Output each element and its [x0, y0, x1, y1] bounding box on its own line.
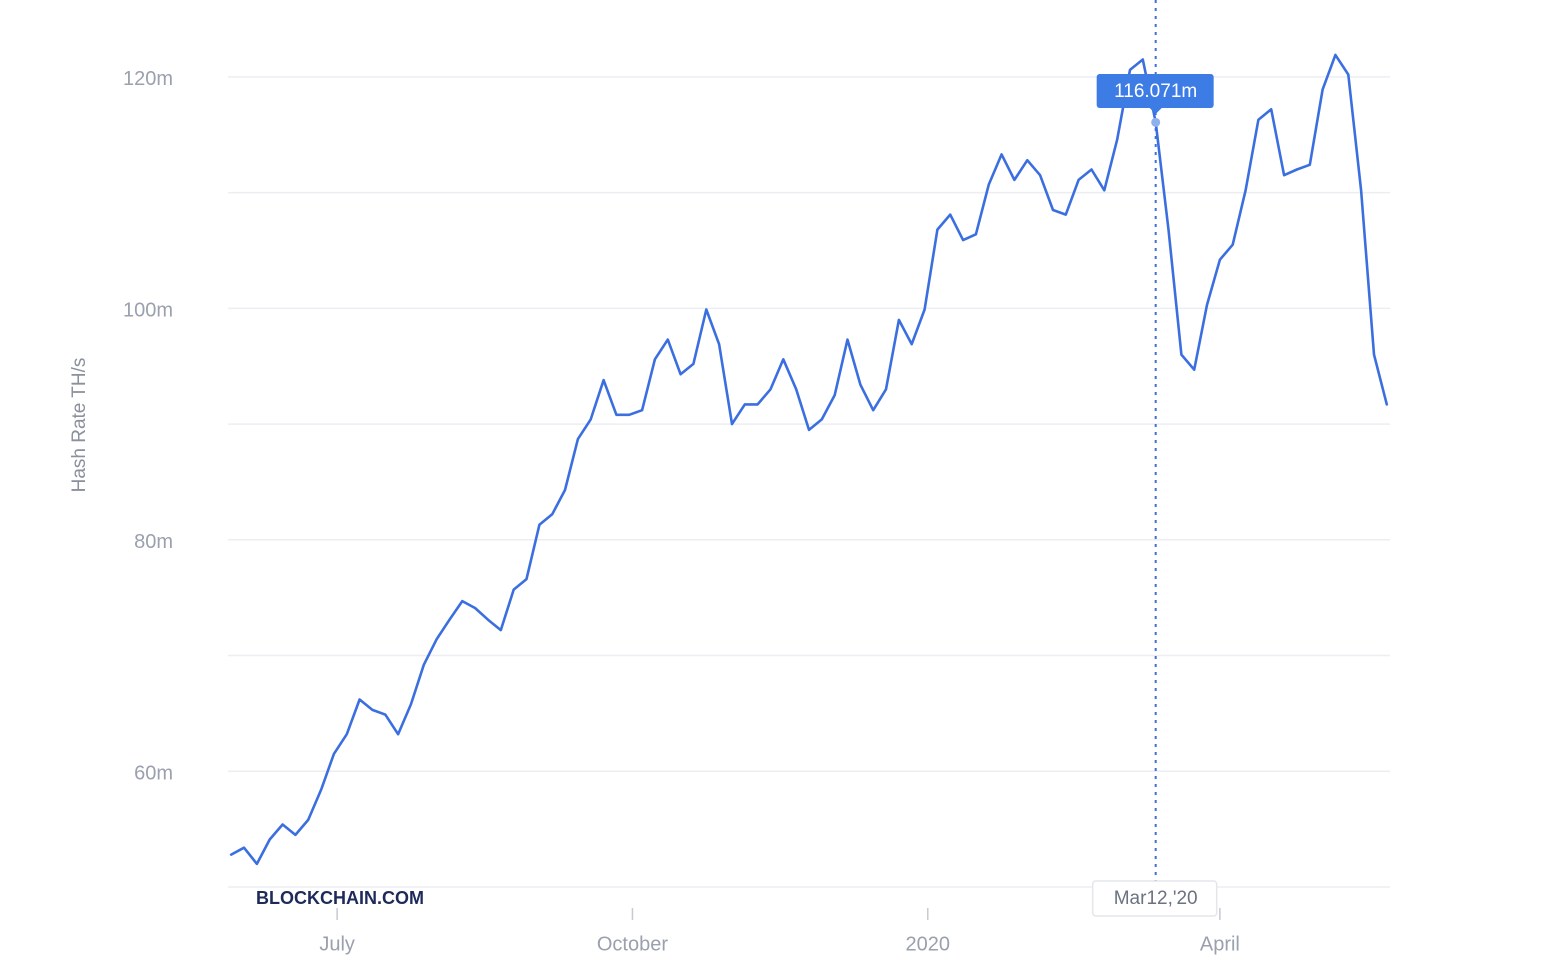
tooltip-point	[1151, 117, 1161, 127]
tooltip-box	[1096, 74, 1214, 108]
watermark: BLOCKCHAIN.COM	[256, 888, 424, 908]
y-tick-label: 60m	[134, 763, 173, 785]
y-tick-label: 120m	[123, 68, 173, 90]
x-tick-label: April	[1200, 933, 1240, 955]
x-tooltip-label: Mar12,'20	[1114, 888, 1198, 909]
x-tick-label: July	[319, 933, 355, 955]
x-tick-label: October	[597, 933, 668, 955]
y-tick-label: 80m	[134, 531, 173, 553]
y-tick-label: 100m	[123, 300, 173, 322]
data-line	[229, 53, 1389, 866]
y-axis-label: Hash Rate TH/s	[69, 358, 90, 493]
tooltip-pointer	[1149, 108, 1162, 114]
tooltip-label: 116.071m	[1114, 81, 1197, 102]
x-tooltip-box	[1091, 880, 1218, 917]
x-tick-label: 2020	[906, 933, 951, 955]
